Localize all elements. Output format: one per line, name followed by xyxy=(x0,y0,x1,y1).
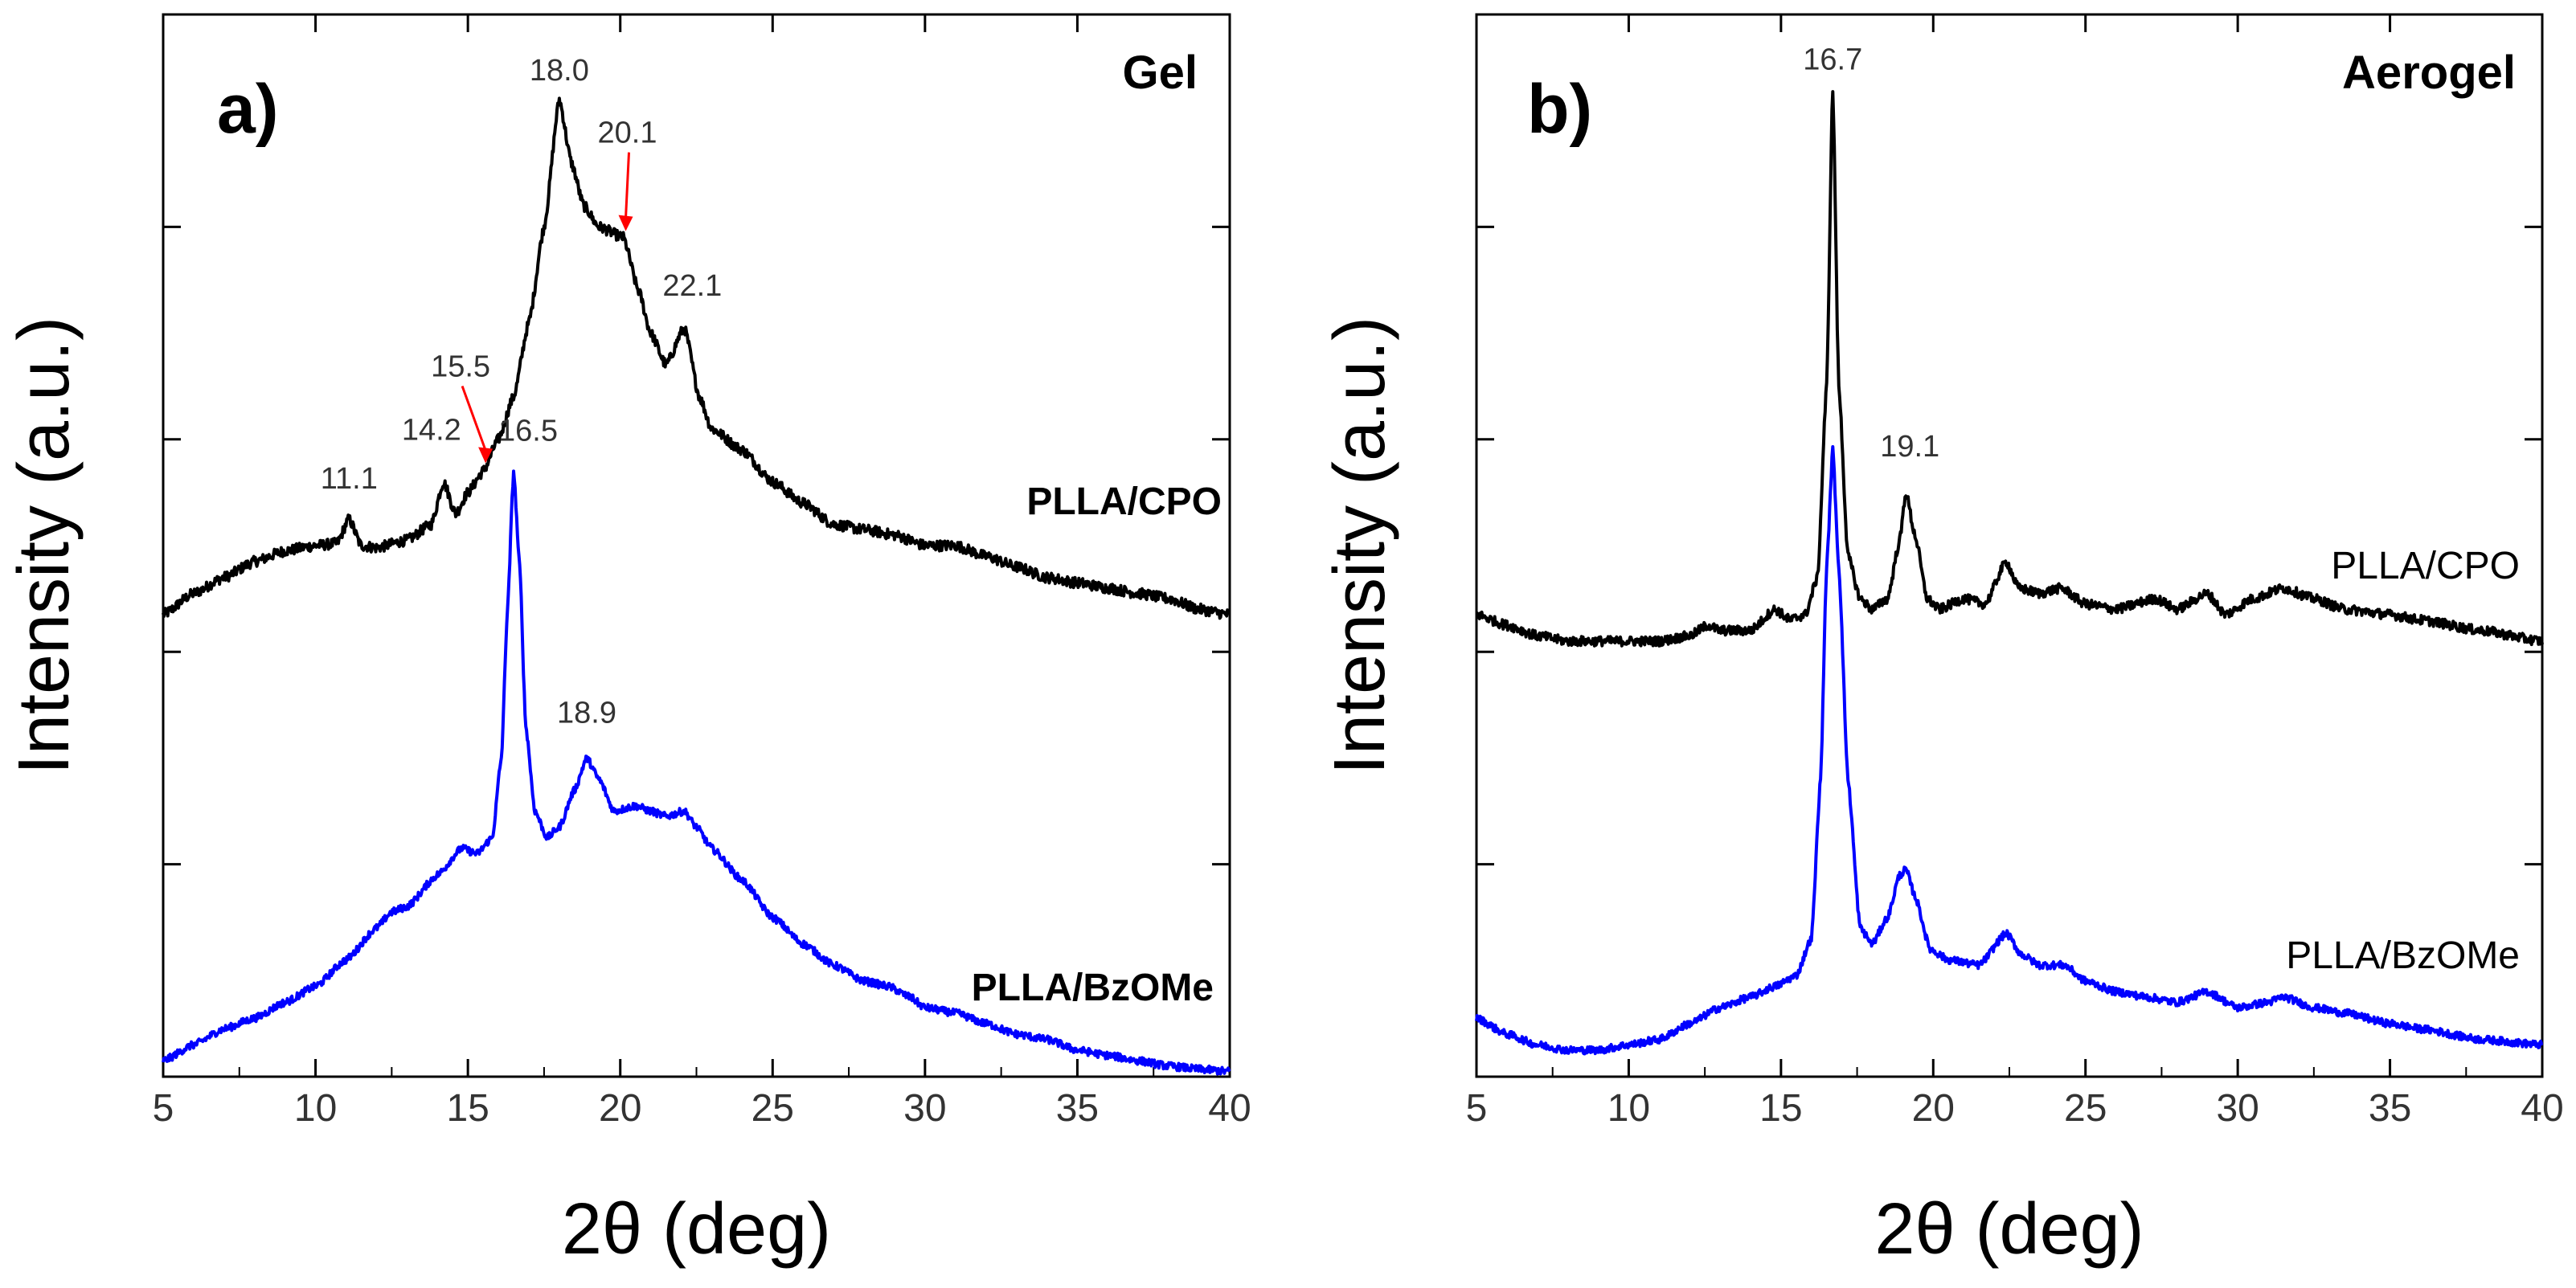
series-label: PLLA/BzOMe xyxy=(972,967,1214,1009)
panel-title: Aerogel xyxy=(2342,47,2516,99)
series-line-plla-cpo xyxy=(1475,90,2544,648)
peak-label: 14.2 xyxy=(402,414,461,448)
series-line-plla-bzome xyxy=(1475,445,2544,1056)
x-axis-title: 2θ (deg) xyxy=(562,1189,831,1270)
y-axis-title: Intensity (a.u.) xyxy=(1320,317,1400,775)
series-label: PLLA/BzOMe xyxy=(2286,934,2520,977)
peak-arrow-shaft xyxy=(625,152,631,219)
x-tick-label: 5 xyxy=(153,1087,174,1130)
peak-arrow-head xyxy=(618,215,633,231)
panel-a: 5 10 15 20 25 30 35 40 2θ (deg) Intensity (a.u.) a… xyxy=(4,13,1251,1270)
x-tick-label: 30 xyxy=(903,1087,946,1130)
series-label: PLLA/CPO xyxy=(1026,480,1222,523)
panel-letter: b) xyxy=(1527,71,1592,148)
x-tick-label: 15 xyxy=(446,1087,489,1130)
peak-label: 19.1 xyxy=(1880,430,1939,464)
x-tick-label: 40 xyxy=(2521,1087,2563,1130)
x-tick-label: 25 xyxy=(752,1087,794,1130)
peak-label: 15.5 xyxy=(431,350,490,383)
peak-label: 22.1 xyxy=(662,269,722,303)
peak-label: 16.5 xyxy=(498,414,558,448)
peak-label: 16.7 xyxy=(1803,43,1862,77)
y-axis-title: Intensity (a.u.) xyxy=(4,317,84,775)
x-tick-label: 20 xyxy=(599,1087,641,1130)
x-tick-label: 10 xyxy=(294,1087,337,1130)
series-line-plla-cpo xyxy=(162,96,1231,620)
peak-label: 11.1 xyxy=(321,462,378,496)
panel-letter: a) xyxy=(217,71,278,148)
peak-label: 20.1 xyxy=(598,117,657,150)
x-tick-label: 35 xyxy=(2369,1087,2411,1130)
x-tick-label: 10 xyxy=(1607,1087,1650,1130)
peak-label: 18.0 xyxy=(530,54,589,88)
x-tick-label: 30 xyxy=(2216,1087,2259,1130)
peak-label: 18.9 xyxy=(557,696,616,730)
peak-arrow-head xyxy=(478,447,493,464)
x-axis-title: 2θ (deg) xyxy=(1874,1189,2144,1270)
x-tick-label: 5 xyxy=(1466,1087,1488,1130)
x-tick-label: 40 xyxy=(1208,1087,1251,1130)
series-label: PLLA/CPO xyxy=(2331,545,2520,587)
peak-arrow-shaft xyxy=(461,385,487,451)
x-tick-label: 20 xyxy=(1912,1087,1955,1130)
panel-title: Gel xyxy=(1123,47,1198,99)
x-tick-label: 15 xyxy=(1759,1087,1802,1130)
series-line-plla-bzome xyxy=(162,469,1231,1076)
x-tick-label: 35 xyxy=(1056,1087,1099,1130)
panel-b: 5 10 15 20 25 30 35 40 2θ (deg) Intensity (a.u.) b… xyxy=(1320,13,2564,1270)
x-tick-label: 25 xyxy=(2064,1087,2107,1130)
